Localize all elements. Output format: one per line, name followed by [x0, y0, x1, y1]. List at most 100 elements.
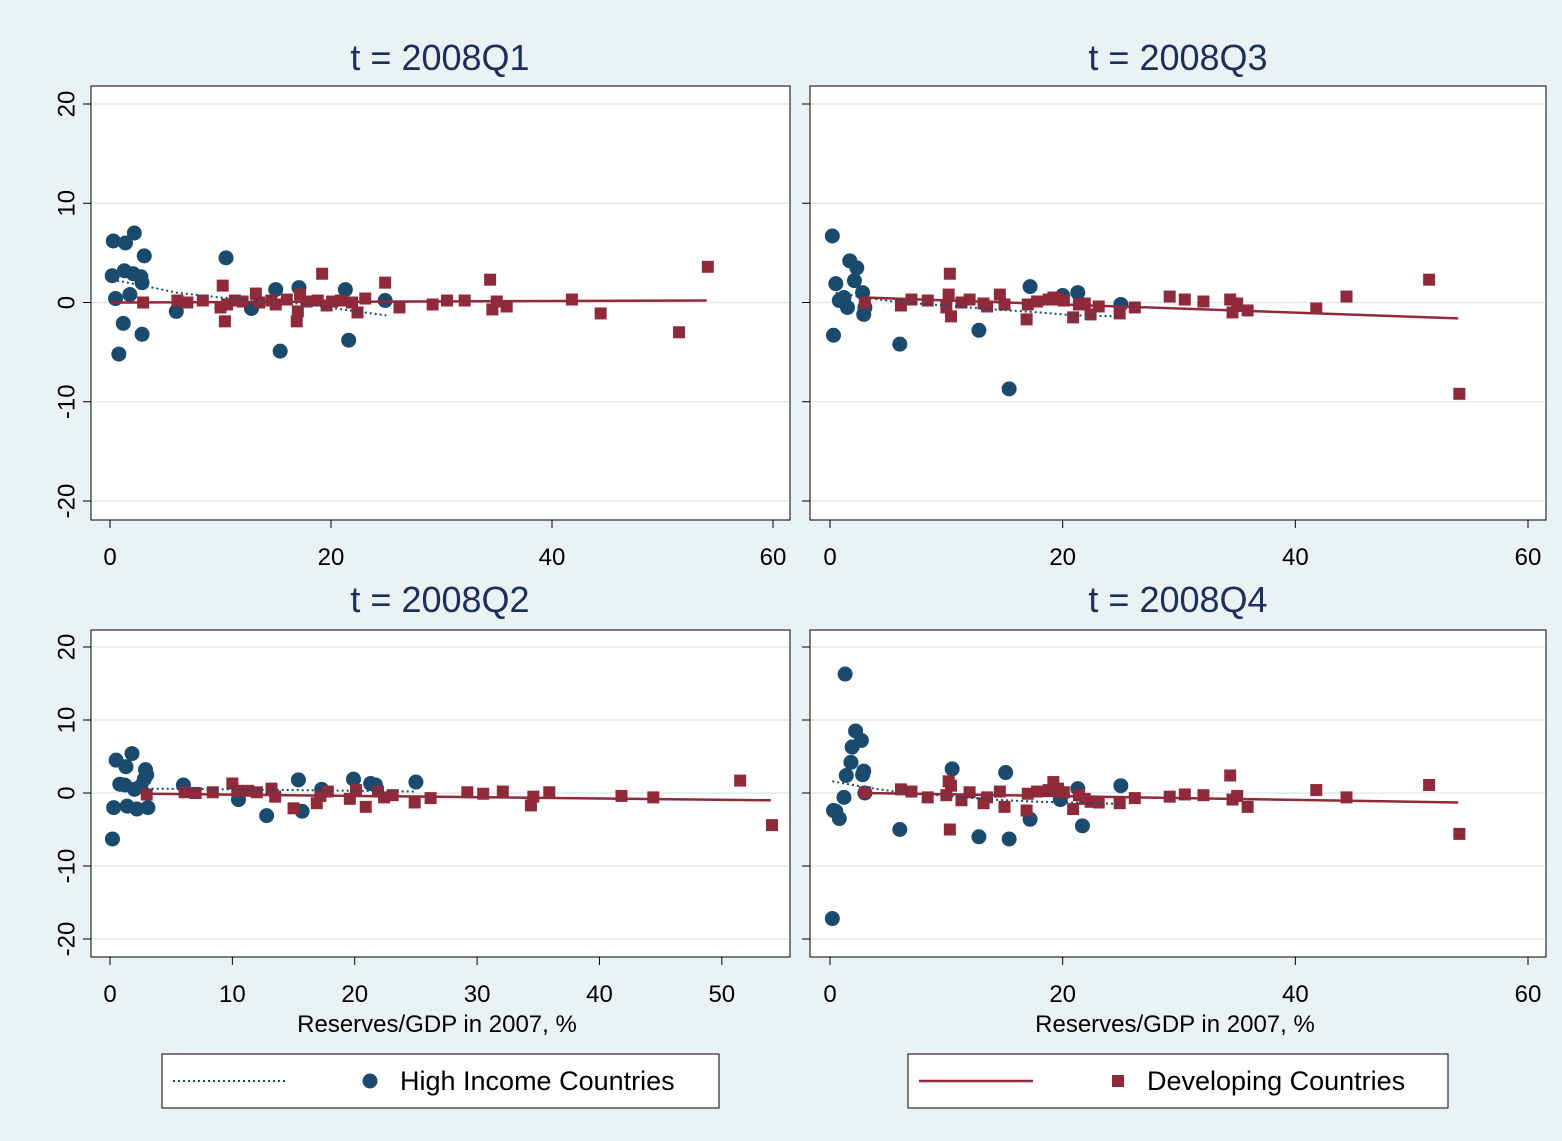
x-tick-label: 40: [1282, 981, 1309, 1008]
high-income-point: [117, 235, 133, 251]
developing-fit-line: [111, 299, 707, 304]
developing-point: [408, 796, 421, 809]
developing-point: [858, 786, 871, 799]
developing-point: [1020, 804, 1033, 817]
high-income-point: [824, 228, 840, 244]
panel-title: t = 2008Q4: [1088, 579, 1267, 620]
developing-point: [942, 288, 955, 301]
developing-point: [291, 305, 304, 318]
high-income-point: [1074, 818, 1090, 834]
high-income-point: [853, 732, 869, 748]
high-income-point: [998, 765, 1014, 781]
developing-point: [1310, 784, 1323, 797]
high-income-point: [118, 759, 134, 775]
x-tick-label: 0: [823, 981, 836, 1008]
high-income-point: [111, 346, 127, 362]
developing-point: [287, 802, 300, 815]
legend-2: Developing Countries: [907, 1053, 1449, 1109]
high-income-point: [839, 299, 855, 315]
high-income-point: [122, 287, 138, 303]
high-income-point: [341, 332, 357, 348]
high-income-point: [837, 666, 853, 682]
high-income-point: [824, 911, 840, 927]
high-income-point: [104, 831, 120, 847]
developing-point: [981, 791, 994, 804]
developing-point: [1163, 290, 1176, 303]
developing-point: [1231, 297, 1244, 310]
high-income-point: [105, 233, 121, 249]
developing-point: [1021, 787, 1034, 800]
developing-point: [196, 294, 209, 307]
developing-point: [615, 789, 628, 802]
x-tick-label: 20: [318, 544, 345, 571]
y-tick-label: -20: [54, 484, 81, 519]
developing-point: [1078, 297, 1091, 310]
developing-point: [218, 315, 231, 328]
panel-title: t = 2008Q1: [350, 37, 529, 78]
high-income-point: [290, 772, 306, 788]
high-income-point: [218, 250, 234, 266]
panel-title: t = 2008Q2: [350, 579, 529, 620]
developing-point: [393, 301, 406, 314]
high-income-point: [846, 273, 862, 289]
developing-point: [1197, 295, 1210, 308]
high-income-point: [843, 754, 859, 770]
developing-point: [565, 293, 578, 306]
high-income-point: [108, 291, 124, 307]
developing-point: [1113, 307, 1126, 320]
high-income-point: [268, 282, 284, 298]
x-tick-label: 20: [1049, 981, 1076, 1008]
developing-point: [905, 785, 918, 798]
developing-point: [701, 260, 714, 273]
developing-point: [1031, 295, 1044, 308]
developing-point: [543, 786, 556, 799]
developing-point: [943, 823, 956, 836]
developing-point: [1067, 803, 1080, 816]
developing-point: [359, 800, 372, 813]
x-tick-label: 40: [586, 981, 613, 1008]
high-income-point: [1113, 778, 1129, 794]
high-income-point: [1022, 279, 1038, 295]
developing-point: [998, 800, 1011, 813]
developing-point: [1423, 778, 1436, 791]
developing-point: [858, 296, 871, 309]
developing-point: [1092, 796, 1105, 809]
x-tick-label: 20: [341, 981, 368, 1008]
developing-point: [269, 790, 282, 803]
developing-point: [178, 786, 191, 799]
high-income-point: [1001, 381, 1017, 397]
developing-fit-line: [864, 791, 1459, 804]
legend-circle-marker: [362, 1073, 378, 1089]
developing-point: [963, 786, 976, 799]
developing-point: [765, 819, 778, 832]
high-income-point: [104, 268, 120, 284]
high-income-point: [139, 767, 155, 783]
high-income-point: [944, 761, 960, 777]
high-income-point: [168, 303, 184, 319]
developing-point: [1067, 311, 1080, 324]
developing-point: [216, 279, 229, 292]
developing-point: [944, 310, 957, 323]
x-tick-label: 0: [103, 544, 116, 571]
x-tick-label: 10: [219, 981, 246, 1008]
high-income-point: [825, 327, 841, 343]
developing-point: [894, 299, 907, 312]
y-tick-label: -10: [54, 384, 81, 419]
y-tick-label: 10: [54, 707, 81, 734]
high-income-point: [1070, 285, 1086, 301]
legend-1: High Income Countries: [161, 1053, 720, 1109]
x-tick-label: 50: [708, 981, 735, 1008]
high-income-point: [115, 315, 131, 331]
developing-point: [351, 306, 364, 319]
developing-point: [1423, 273, 1436, 286]
x-tick-label: 60: [1515, 544, 1542, 571]
developing-point: [594, 307, 607, 320]
developing-point: [993, 288, 1006, 301]
high-income-point: [1001, 831, 1017, 847]
x-axis-label: Reserves/GDP in 2007, %: [1035, 1011, 1315, 1038]
y-tick-label: 0: [54, 296, 81, 309]
developing-point: [647, 791, 660, 804]
developing-point: [1020, 313, 1033, 326]
high-income-point: [124, 746, 140, 762]
x-tick-label: 60: [760, 544, 787, 571]
